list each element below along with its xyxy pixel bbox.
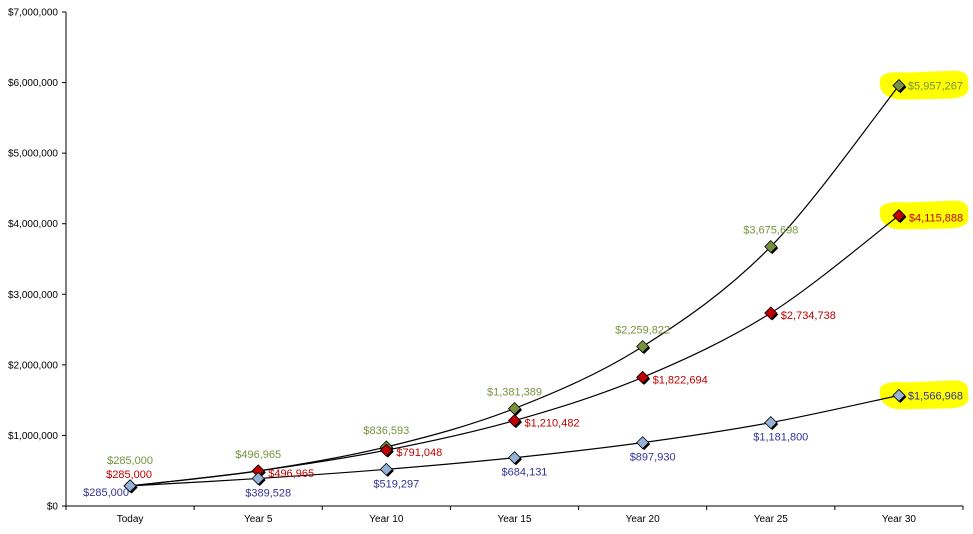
chart-axes: $0 $1,000,000 $2,000,000 $3,000,000 $4,000,0… — [8, 8, 964, 525]
x-tick-label: Today — [117, 514, 144, 525]
data-label: $1,381,389 — [487, 387, 542, 399]
highlight-mark — [879, 380, 969, 410]
x-tick-label: Year 5 — [244, 514, 273, 525]
data-point — [379, 443, 394, 458]
data-point — [507, 414, 522, 429]
data-point — [764, 306, 779, 321]
data-label: $285,000 — [106, 469, 152, 481]
x-tick-label: Year 10 — [369, 514, 404, 525]
data-point — [507, 401, 522, 417]
data-label: $897,930 — [630, 452, 676, 464]
highlight-marks — [879, 70, 969, 410]
data-label: $519,297 — [373, 478, 419, 490]
data-point — [123, 479, 138, 494]
data-label: $3,675,698 — [743, 225, 798, 237]
data-label: $496,965 — [235, 449, 281, 461]
x-tick-label: Year 25 — [754, 514, 789, 525]
highlight-mark — [879, 70, 969, 100]
data-label: $791,048 — [396, 447, 442, 459]
data-point — [636, 370, 651, 385]
series-line — [130, 215, 900, 487]
series-markers — [123, 79, 907, 494]
data-label: $2,259,822 — [615, 325, 670, 337]
data-label: $285,000 — [83, 487, 129, 499]
data-point — [764, 240, 779, 255]
data-label: $1,210,482 — [525, 418, 580, 430]
data-point — [379, 462, 394, 477]
data-point — [636, 339, 651, 355]
y-tick-label: $7,000,000 — [8, 8, 58, 19]
data-label: $1,566,968 — [908, 390, 963, 402]
data-label: $1,822,694 — [653, 374, 708, 386]
highlight-mark — [879, 200, 969, 230]
data-label: $4,115,888 — [909, 213, 963, 225]
data-point — [892, 79, 907, 94]
data-point — [251, 471, 266, 487]
data-point — [892, 208, 907, 224]
data-point — [507, 451, 522, 466]
data-point — [764, 416, 779, 431]
data-point — [892, 388, 907, 403]
y-tick-label: $6,000,000 — [8, 78, 58, 89]
x-tick-label: Year 15 — [497, 514, 532, 525]
data-label: $2,734,738 — [781, 310, 836, 322]
data-label: $5,957,267 — [908, 81, 963, 93]
data-label: $496,965 — [268, 468, 314, 480]
data-label: $836,593 — [363, 425, 409, 437]
data-labels: $285,000 $496,965 $836,593 $1,381,389 $2,259… — [83, 81, 963, 500]
y-tick-label: $1,000,000 — [8, 431, 58, 442]
data-point — [636, 436, 651, 451]
y-tick-label: $2,000,000 — [8, 360, 58, 371]
x-tick-label: Year 30 — [882, 514, 917, 525]
data-label: $1,181,800 — [753, 432, 808, 444]
y-tick-label: $0 — [47, 502, 59, 513]
y-tick-label: $4,000,000 — [8, 219, 58, 230]
data-label: $389,528 — [245, 488, 291, 500]
x-tick-label: Year 20 — [626, 514, 661, 525]
data-label: $684,131 — [502, 467, 548, 479]
y-tick-label: $5,000,000 — [8, 149, 58, 160]
data-label: $285,000 — [107, 455, 153, 467]
y-tick-label: $3,000,000 — [8, 290, 58, 301]
